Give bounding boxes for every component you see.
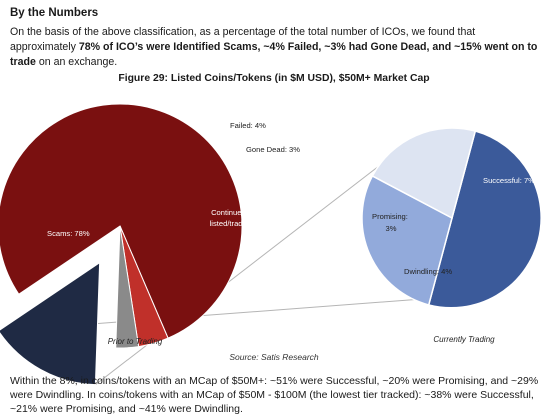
slice-label-promising: Promising: 3% — [372, 212, 410, 233]
slice-label-promising-line2: 3% — [386, 224, 397, 233]
section-heading: By the Numbers — [10, 7, 99, 19]
slice-label-gone-dead: Gone Dead: 3% — [246, 145, 300, 154]
pie-prior-to-trading — [0, 103, 243, 386]
slice-label-failed: Failed: 4% — [230, 121, 266, 130]
slice-successful — [427, 130, 542, 309]
outro-paragraph: Within the 8%, in coins/tokens with an M… — [10, 375, 539, 415]
intro-text-bold: 78% of ICO’s were Identified Scams, ~4% … — [10, 41, 538, 68]
slice-continued-to-get-listed-traded — [0, 261, 101, 386]
slice-dwindling — [361, 174, 453, 306]
slice-label-continued-line2: listed/traded: 15% — [210, 219, 271, 228]
slice-label-successful: Successful: 7% — [483, 176, 535, 185]
slice-label-promising-line1: Promising: — [372, 212, 408, 221]
slice-scams — [0, 103, 243, 339]
slice-label-continued: Continued to get listed/traded: 15% — [210, 208, 271, 228]
intro-text-start: On the basis of the above classification… — [10, 26, 476, 53]
slice-label-dwindling: Dwindling: 4% — [404, 267, 452, 276]
pie-currently-trading — [361, 127, 542, 309]
figure-title: Figure 29: Listed Coins/Tokens (in $M US… — [118, 73, 430, 84]
caption-prior-to-trading: Prior to Trading — [108, 337, 163, 346]
intro-text-end: on an exchange. — [35, 56, 118, 68]
source-note: Source: Satis Research — [229, 352, 319, 362]
slice-promising — [371, 127, 477, 220]
intro-paragraph: On the basis of the above classification… — [10, 25, 538, 70]
caption-currently-trading: Currently Trading — [433, 335, 495, 344]
slice-label-scams: Scams: 78% — [47, 229, 90, 238]
slice-gone-dead — [115, 225, 140, 349]
slice-label-continued-line1: Continued to get — [211, 208, 268, 217]
